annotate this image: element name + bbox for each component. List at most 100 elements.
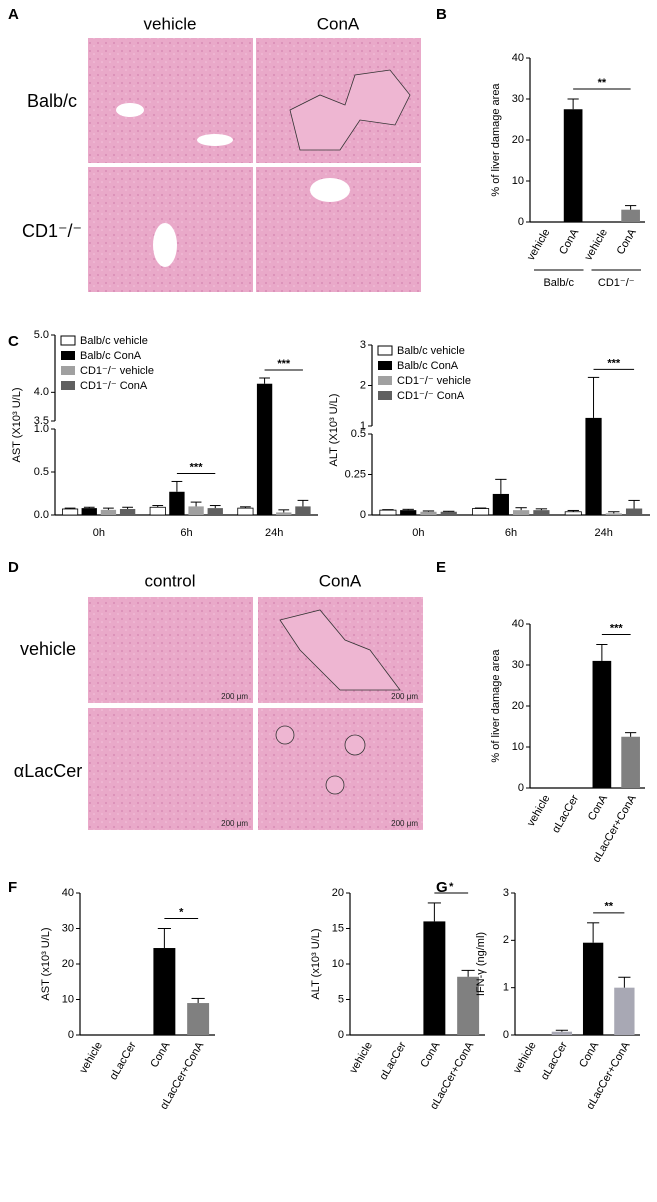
x-tick-label: 24h	[594, 527, 612, 539]
y-tick-label: 20	[512, 134, 524, 146]
bar	[207, 508, 223, 515]
damage-outline	[289, 69, 411, 151]
bar	[582, 942, 604, 1035]
x-tick-label: ConA	[577, 1039, 601, 1069]
y-axis-label: ALT (X10³ U/L)	[328, 394, 340, 467]
bar	[149, 506, 166, 516]
significance-label: **	[604, 901, 613, 913]
x-tick-label: 6h	[180, 527, 192, 539]
bar	[237, 507, 254, 516]
legend-label: Balb/c ConA	[397, 360, 459, 372]
row-label: αLacCer	[14, 761, 82, 781]
column-label: control	[144, 571, 195, 590]
y-tick-label: 1.0	[34, 423, 49, 435]
y-tick-label: 1	[503, 982, 509, 994]
bar	[169, 491, 185, 515]
bar	[423, 921, 446, 1035]
bar	[621, 209, 640, 222]
legend-swatch	[61, 366, 75, 375]
bar	[188, 506, 204, 515]
bar	[61, 508, 79, 516]
y-tick-label: 0	[68, 1029, 74, 1041]
y-tick-label: 10	[332, 958, 344, 970]
significance-label: ***	[607, 357, 621, 369]
damage-outline	[275, 725, 295, 745]
y-tick-label: 1	[360, 420, 366, 432]
y-tick-label: 0	[360, 509, 366, 521]
bar	[440, 511, 457, 515]
legend-swatch	[61, 351, 75, 360]
scale-bar-label: 200 μm	[221, 692, 248, 701]
y-axis-label: AST (X10³ U/L)	[11, 388, 23, 463]
y-tick-label: 5	[338, 993, 344, 1005]
row-label: Balb/c	[27, 91, 77, 111]
panel-letter: G	[436, 879, 448, 896]
y-tick-label: 0.25	[345, 468, 366, 480]
legend-label: CD1⁻/⁻ vehicle	[80, 365, 154, 377]
histology-image	[88, 708, 253, 830]
y-tick-label: 3	[503, 887, 509, 899]
x-tick-label: αLacCer	[539, 1040, 570, 1083]
bar	[585, 417, 602, 515]
legend-label: Balb/c vehicle	[80, 335, 148, 347]
legend-swatch	[378, 391, 392, 400]
bar	[592, 660, 612, 788]
legend-swatch	[378, 361, 392, 370]
legend-label: Balb/c vehicle	[397, 345, 465, 357]
histology-image	[88, 38, 253, 163]
bar	[472, 508, 490, 516]
y-tick-label: 2	[360, 379, 366, 391]
scale-bar-label: 200 μm	[391, 692, 418, 701]
bar	[119, 508, 136, 515]
x-tick-label: vehicle	[347, 1040, 375, 1076]
y-tick-label: 40	[62, 887, 74, 899]
bar	[564, 511, 582, 516]
x-tick-label: ConA	[418, 1039, 442, 1069]
bar	[625, 508, 643, 515]
group-label: CD1⁻/⁻	[598, 277, 635, 289]
legend-label: CD1⁻/⁻ ConA	[80, 380, 148, 392]
damage-outline	[279, 609, 401, 691]
legend-label: CD1⁻/⁻ vehicle	[397, 375, 471, 387]
y-tick-label: 0.5	[34, 466, 49, 478]
legend-label: CD1⁻/⁻ ConA	[397, 390, 465, 402]
bar	[457, 976, 480, 1035]
y-tick-label: 4.0	[34, 386, 49, 398]
x-tick-label: vehicle	[511, 1040, 539, 1076]
x-tick-label: vehicle	[77, 1040, 105, 1076]
significance-label: *	[179, 906, 184, 918]
vessel	[153, 223, 177, 267]
panel-letter: B	[436, 6, 447, 23]
x-tick-label: vehicle	[525, 227, 553, 263]
bar	[605, 513, 622, 515]
panel-letter: A	[8, 6, 19, 23]
panel-letter: C	[8, 333, 19, 350]
row-label: CD1⁻/⁻	[22, 221, 82, 241]
vessel	[197, 134, 233, 146]
y-axis-label: AST (x10³ U/L)	[40, 927, 52, 1000]
x-tick-label: 24h	[265, 527, 283, 539]
bar	[81, 508, 97, 515]
y-tick-label: 0.0	[34, 509, 49, 521]
legend-label: Balb/c ConA	[80, 350, 142, 362]
bar	[614, 987, 635, 1035]
bar	[100, 509, 117, 515]
y-tick-label: 10	[62, 993, 74, 1005]
significance-label: **	[598, 77, 607, 89]
histology-images	[88, 38, 421, 292]
bar	[563, 109, 583, 222]
y-tick-label: 30	[512, 659, 524, 671]
bar	[420, 511, 437, 515]
x-tick-label: 6h	[505, 527, 517, 539]
bar	[153, 948, 176, 1035]
group-label: Balb/c	[543, 277, 574, 289]
y-tick-label: 2	[503, 934, 509, 946]
significance-label: ***	[190, 461, 204, 473]
y-tick-label: 30	[62, 922, 74, 934]
bar	[256, 383, 273, 515]
y-tick-label: 0.5	[351, 428, 366, 440]
y-tick-label: 20	[332, 887, 344, 899]
x-tick-label: αLacCer	[377, 1040, 408, 1083]
histology-images	[88, 597, 423, 830]
